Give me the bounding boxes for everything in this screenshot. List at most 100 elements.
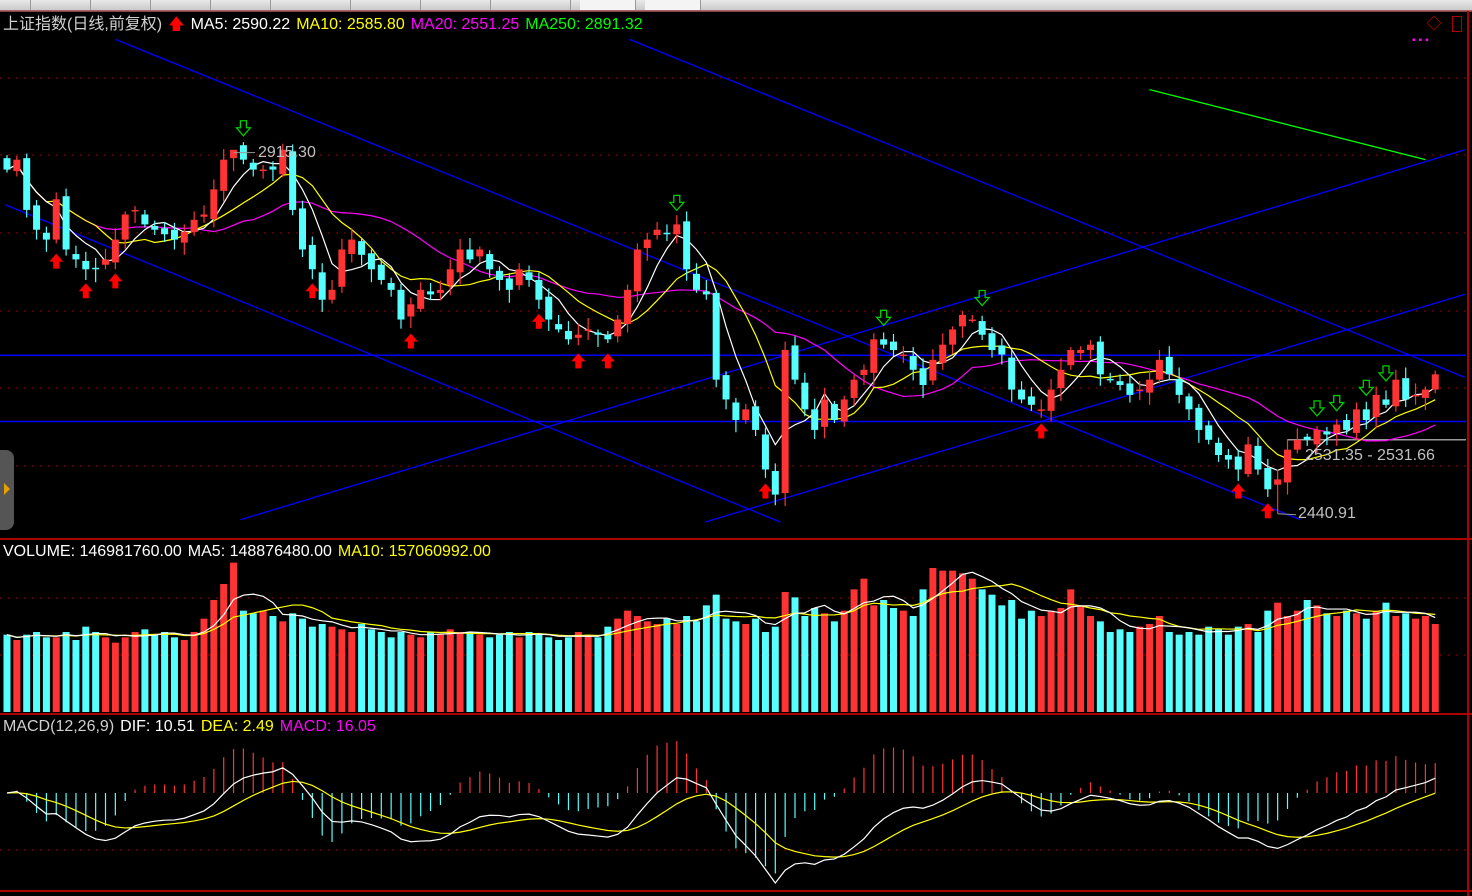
volume-bar (210, 600, 218, 712)
volume-bar (318, 624, 326, 712)
candle-body (1274, 479, 1282, 485)
buy-arrow-icon (531, 313, 546, 329)
candle-body (33, 205, 41, 230)
candle-body (1087, 344, 1094, 350)
volume-bar (958, 573, 966, 712)
toolbar-tab[interactable] (90, 0, 151, 10)
volume-bar (466, 632, 474, 712)
candle-body (919, 368, 927, 385)
candle-body (3, 158, 11, 170)
candle-body (949, 329, 957, 345)
candle-body (525, 272, 533, 280)
volume-bar (230, 562, 238, 712)
volume-bar (62, 632, 70, 712)
candle-body (62, 196, 70, 250)
candle-body (1412, 394, 1420, 397)
volume-bar (1372, 610, 1380, 712)
side-panel-toggle[interactable] (0, 450, 14, 530)
volume-bar (72, 640, 80, 712)
sell-arrow-icon (1377, 365, 1395, 382)
volume-bar (486, 637, 494, 712)
sell-arrow-icon (1328, 394, 1346, 412)
toolbar-tab[interactable] (645, 0, 701, 10)
toolbar-tab[interactable] (150, 0, 211, 10)
volume-bar (1096, 621, 1104, 712)
candle-body (1372, 394, 1380, 417)
toolbar-tab[interactable] (270, 0, 351, 10)
volume-bar (821, 613, 829, 712)
sell-arrow-icon (1308, 400, 1326, 417)
candle-body (318, 272, 326, 300)
candle-body (860, 369, 868, 376)
volume-bar (33, 632, 41, 712)
volume-bar (564, 637, 572, 712)
candle-body (486, 254, 494, 270)
toolbar-tab[interactable] (350, 0, 421, 10)
ma5-line (6, 161, 1436, 472)
volume-bar (200, 618, 208, 712)
candle-body (1343, 420, 1351, 430)
volume-bar (23, 634, 31, 712)
range-price-label: 2531.35 - 2531.66 (1305, 447, 1435, 464)
volume-bar (1431, 624, 1439, 712)
sell-arrow-icon (875, 309, 893, 327)
candle-body (121, 214, 129, 240)
candle-body (505, 278, 513, 290)
volume-bar (988, 594, 996, 712)
volume-bar (545, 637, 553, 712)
candle-body (387, 282, 395, 290)
volume-bar (643, 621, 651, 712)
candle-body (1333, 424, 1341, 433)
candle-body (1362, 409, 1370, 421)
more-icon[interactable]: ▪▪▪ (1412, 35, 1432, 46)
candle-body (1165, 356, 1173, 375)
volume-bar (249, 613, 257, 712)
candle-body (1008, 357, 1016, 390)
toolbar-tab[interactable] (0, 0, 31, 10)
volume-bar (239, 610, 247, 712)
volume-bar (683, 616, 691, 712)
volume-bar (1421, 616, 1429, 712)
volume-bar (860, 578, 868, 712)
volume-bar (1116, 629, 1124, 712)
ma10-value: MA10: 2585.80 (296, 16, 405, 33)
toolbar-tab[interactable] (490, 0, 571, 10)
volume-bar (614, 618, 622, 712)
volume-bar (555, 640, 563, 712)
volume-bar (594, 637, 602, 712)
toolbar-tab[interactable] (420, 0, 491, 10)
volume-bar (535, 634, 543, 712)
volume-ma10-value: MA10: 157060992.00 (337, 543, 491, 560)
candle-body (358, 241, 366, 255)
toolbar-tab[interactable] (30, 0, 91, 10)
candle-body (870, 339, 878, 373)
candle-body (299, 208, 306, 250)
candle-body (161, 228, 169, 235)
volume-bar (909, 616, 917, 712)
volume-bar (427, 632, 435, 712)
volume-bar (151, 634, 159, 712)
candle-body (249, 162, 257, 170)
volume-bar (870, 605, 878, 712)
buy-arrow-icon (1231, 483, 1246, 499)
panel-icon[interactable] (1452, 16, 1462, 32)
candle-body (801, 382, 809, 410)
candle-body (1234, 456, 1242, 470)
buy-arrow-icon (108, 273, 123, 289)
volume-bar (732, 621, 740, 712)
volume-bar (673, 624, 681, 712)
toolbar-tab[interactable] (580, 0, 636, 10)
candle-body (377, 264, 385, 280)
volume-bar (1402, 613, 1410, 712)
candle-body (52, 199, 60, 240)
volume-bar (1205, 626, 1213, 712)
volume-bar (742, 624, 750, 712)
volume-bar (456, 632, 464, 712)
volume-bar (1087, 616, 1094, 712)
candle-body (170, 229, 178, 240)
dif-value: DIF: 10.51 (120, 718, 195, 735)
candle-body (535, 279, 543, 300)
volume-bar (801, 616, 809, 712)
toolbar-tab[interactable] (210, 0, 271, 10)
